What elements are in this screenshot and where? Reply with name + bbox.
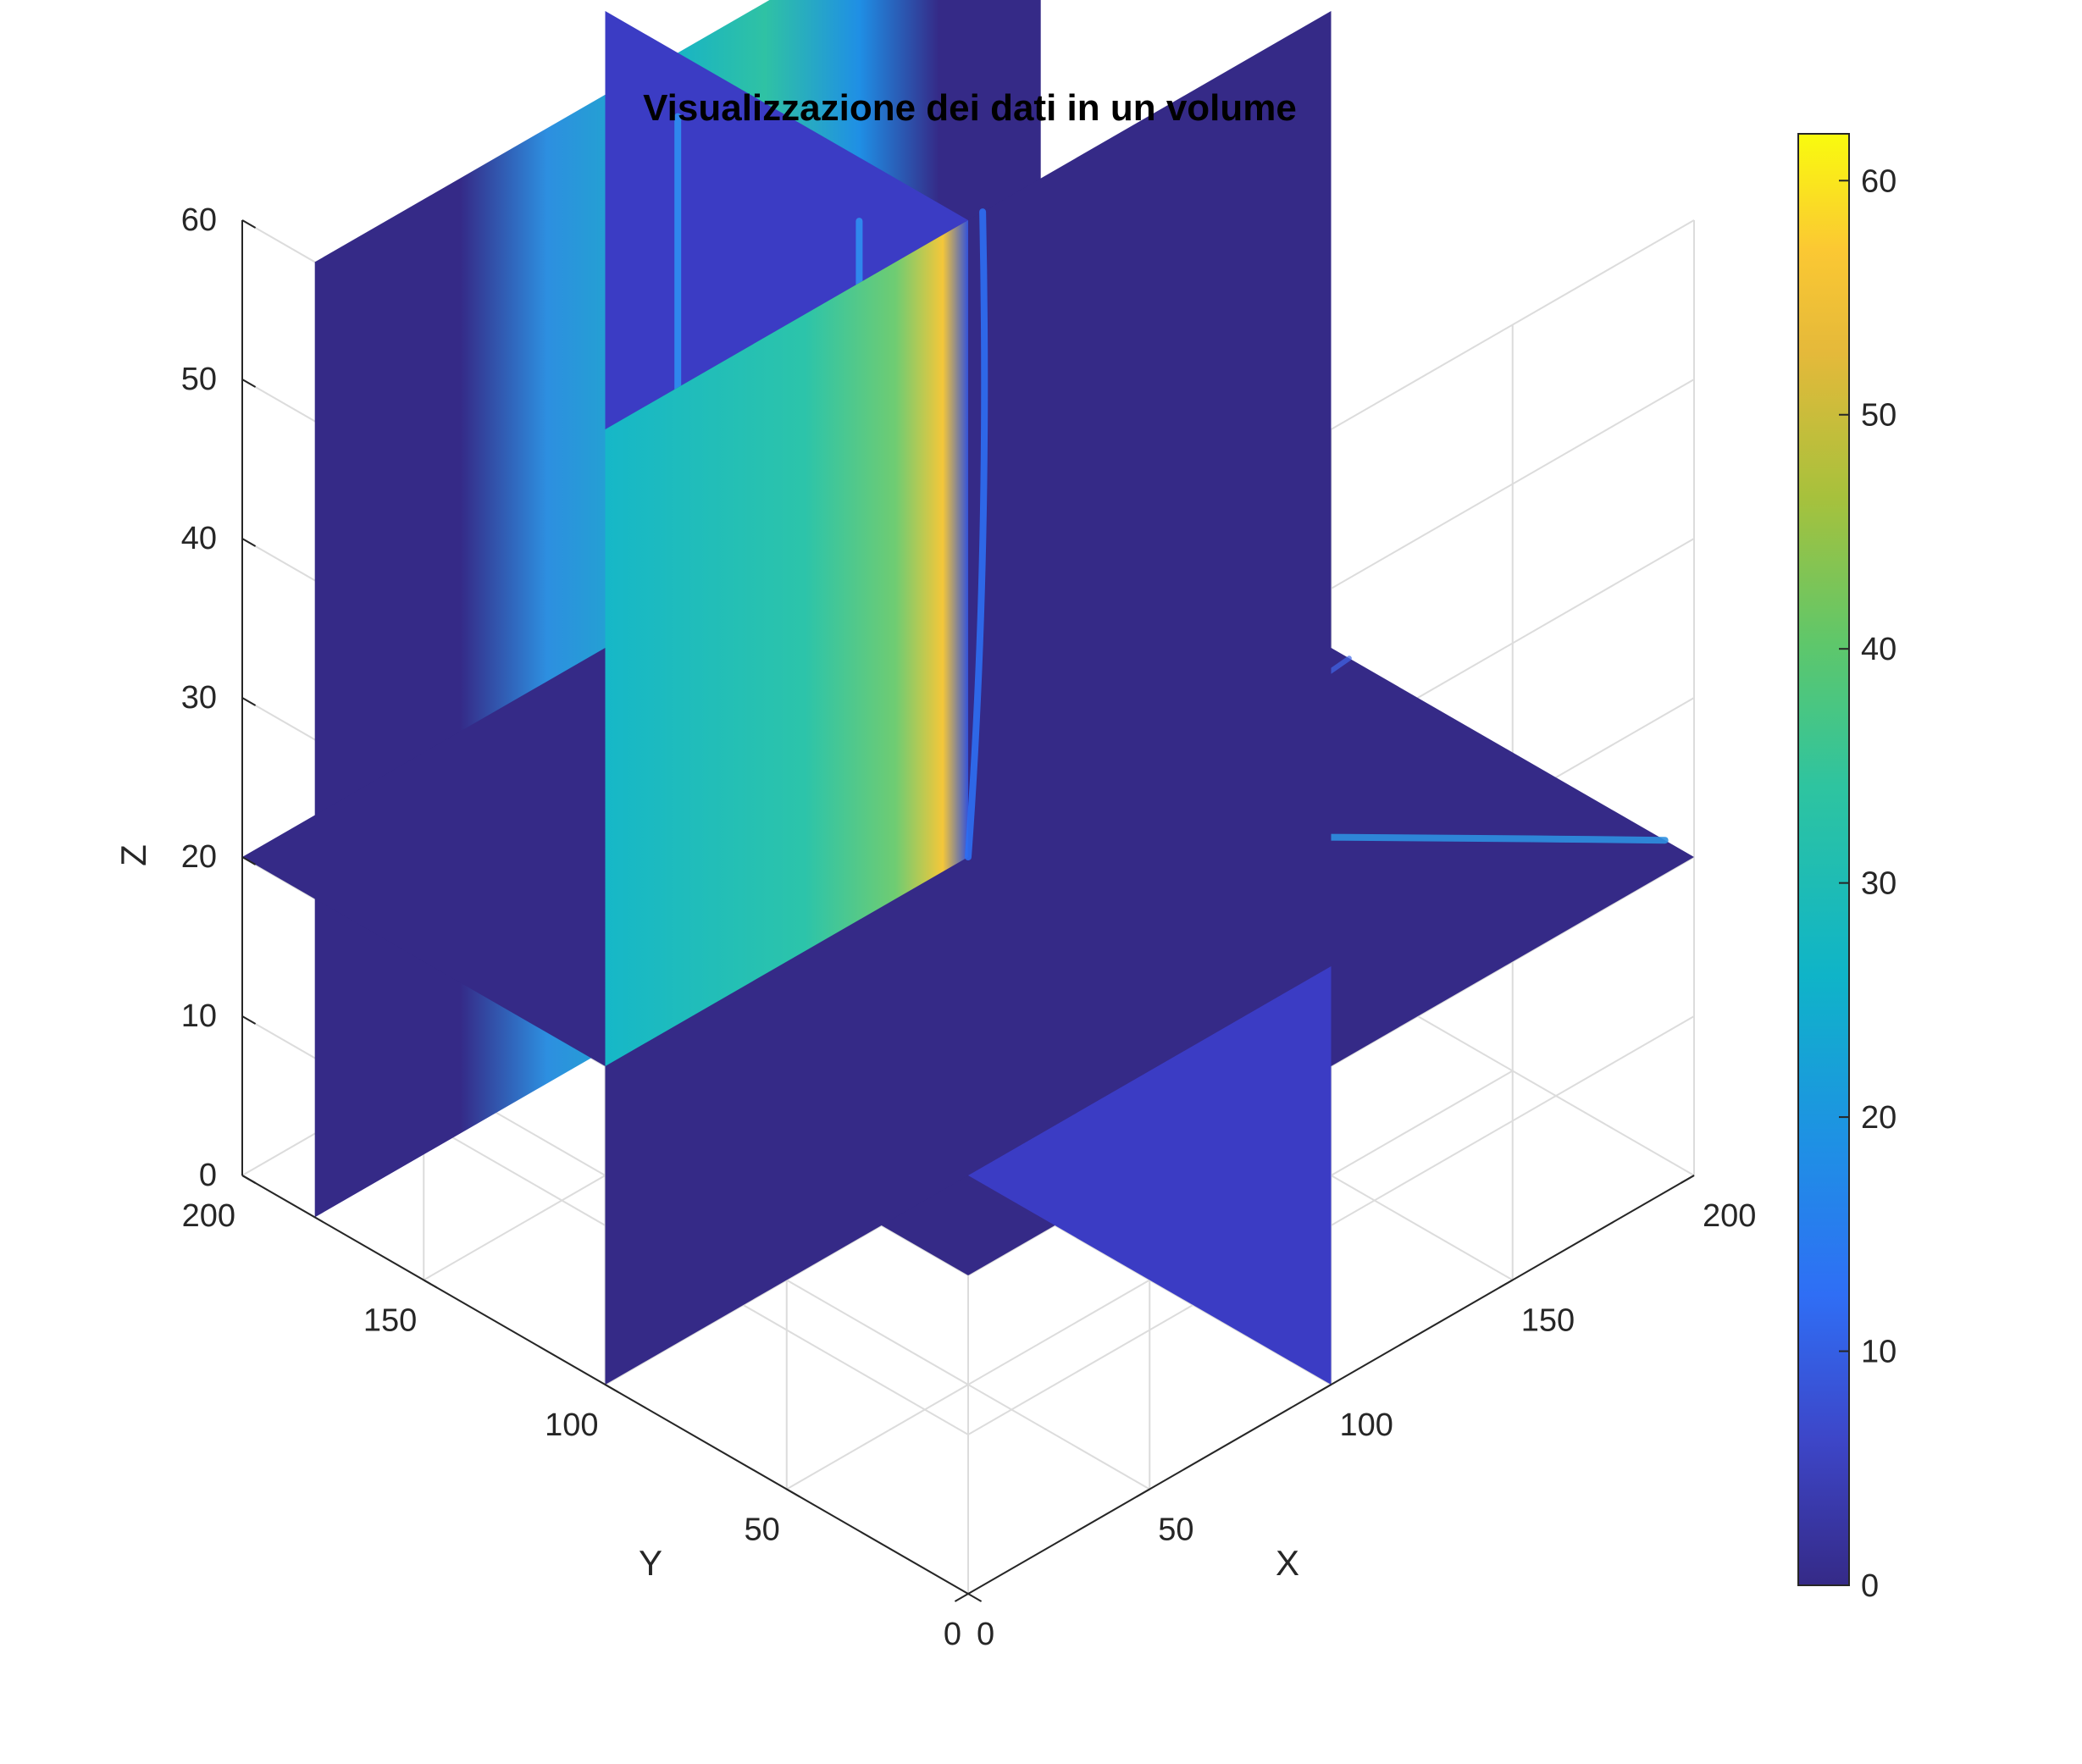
x-tick-label: 100 [1340,1407,1393,1443]
x-tick-label: 150 [1521,1303,1575,1339]
z-tick [241,1175,257,1184]
x-tick [1680,1175,1695,1184]
x-axis-label: X [1276,1543,1299,1583]
colorbar: 0 10 20 30 40 50 60 [1797,133,1897,1604]
y-tick [786,1488,800,1498]
z-axis-label: Z [114,844,153,866]
z-tick [241,379,257,388]
slice-y-100-band [965,208,988,860]
colorbar-gradient [1797,133,1850,1586]
y-tick [604,1384,619,1393]
slice-y-100-field [605,220,968,1066]
z-tick-label: 20 [181,839,217,875]
y-tick-label: 0 [944,1617,961,1652]
x-tick-label: 0 [977,1617,994,1652]
z-tick [241,856,257,865]
y-tick-label: 150 [363,1303,417,1339]
y-tick-label: 50 [744,1512,779,1548]
y-tick-label: 100 [545,1407,598,1443]
y-axis-label: Y [639,1543,662,1583]
chart-title: Visualizzazione dei dati in un volume [643,87,1297,129]
z-tick [241,219,257,229]
y-tick [967,1593,983,1602]
x-tick [1317,1384,1332,1393]
volume-slices [242,0,1694,1385]
x-tick [1136,1488,1150,1498]
x-tick [1498,1279,1514,1289]
colorbar-tick-label: 20 [1861,1100,1897,1136]
z-tick [241,697,257,706]
x-tick-label: 200 [1703,1198,1756,1234]
colorbar-tick-label: 30 [1861,866,1897,902]
z-tick-label: 10 [181,998,217,1034]
axes: 0 50 100 150 200 0 50 100 150 200 0 10 20 30 40 50 60 [181,202,1757,1652]
y-tick [423,1279,438,1289]
colorbar-ticks: 0 10 20 30 40 50 60 [1839,163,1897,1604]
z-tick-label: 50 [181,362,217,397]
z-tick [241,1015,257,1025]
colorbar-tick-label: 0 [1861,1568,1879,1604]
z-tick-label: 0 [199,1158,217,1193]
z-tick [241,538,257,547]
z-tick-label: 30 [181,680,217,716]
colorbar-tick-label: 50 [1861,398,1897,434]
colorbar-tick-label: 60 [1861,163,1897,199]
x-tick [954,1593,969,1602]
z-tick-label: 60 [181,202,217,238]
colorbar-tick-label: 10 [1861,1335,1897,1370]
colorbar-tick-label: 40 [1861,632,1897,667]
z-tick-label: 40 [181,521,217,556]
y-tick-label: 200 [182,1198,235,1234]
x-tick-label: 50 [1158,1512,1193,1548]
